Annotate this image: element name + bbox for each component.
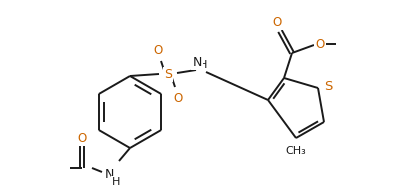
Text: O: O <box>173 91 182 105</box>
Text: N: N <box>192 56 202 68</box>
Text: S: S <box>164 67 172 81</box>
Text: S: S <box>324 80 332 92</box>
Text: O: O <box>273 16 282 29</box>
Text: H: H <box>199 60 207 70</box>
Text: CH₃: CH₃ <box>286 146 307 156</box>
Text: O: O <box>77 132 87 145</box>
Text: O: O <box>315 37 325 50</box>
Text: O: O <box>153 43 163 57</box>
Text: H: H <box>112 177 120 187</box>
Text: N: N <box>104 167 114 180</box>
